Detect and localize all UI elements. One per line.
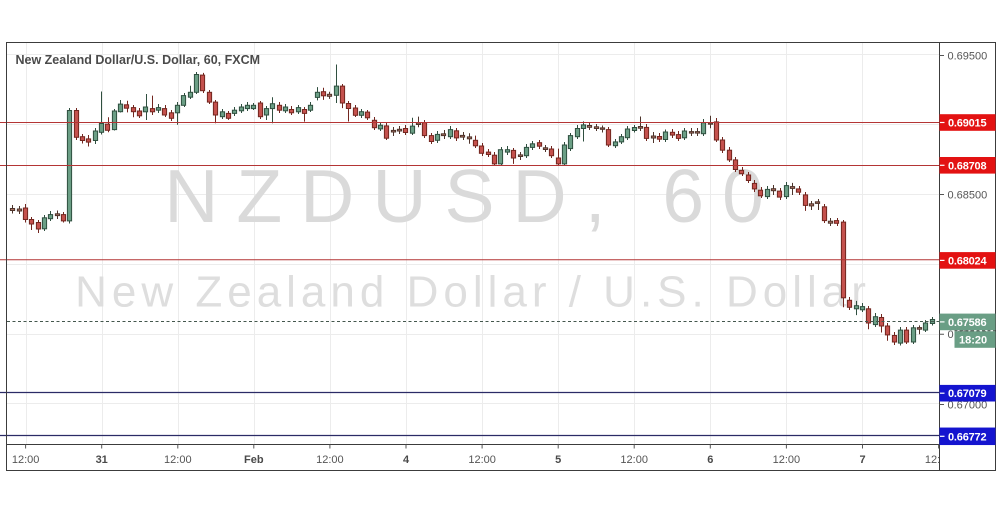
svg-text:0.67000: 0.67000 xyxy=(948,399,988,411)
svg-text:0.69015: 0.69015 xyxy=(948,118,986,130)
svg-text:6: 6 xyxy=(707,454,713,466)
svg-text:12:00: 12:00 xyxy=(620,454,648,466)
svg-text:Feb: Feb xyxy=(244,454,264,466)
svg-text:0.68708: 0.68708 xyxy=(948,160,986,172)
svg-text:New Zealand Dollar/U.S. Dollar: New Zealand Dollar/U.S. Dollar, 60, FXCM xyxy=(16,53,261,67)
svg-text:5: 5 xyxy=(555,454,561,466)
svg-text:12:00: 12:00 xyxy=(12,454,40,466)
svg-text:31: 31 xyxy=(96,454,108,466)
svg-text:NZDUSD, 60: NZDUSD, 60 xyxy=(164,154,782,238)
svg-text:0.66772: 0.66772 xyxy=(948,431,986,443)
svg-text:4: 4 xyxy=(403,454,410,466)
svg-text:12:00: 12:00 xyxy=(316,454,344,466)
svg-text:0.67586: 0.67586 xyxy=(948,317,986,329)
svg-text:12:00: 12:00 xyxy=(468,454,496,466)
svg-text:New Zealand Dollar / U.S. Doll: New Zealand Dollar / U.S. Dollar xyxy=(75,268,871,317)
svg-text:12:00: 12:00 xyxy=(164,454,192,466)
svg-text:18:20: 18:20 xyxy=(959,335,987,347)
svg-text:7: 7 xyxy=(859,454,865,466)
svg-text:0.68024: 0.68024 xyxy=(948,255,987,267)
svg-text:0.67079: 0.67079 xyxy=(948,388,986,400)
svg-text:12:00: 12:00 xyxy=(773,454,801,466)
svg-text:0.68500: 0.68500 xyxy=(948,189,988,201)
svg-text:0.69500: 0.69500 xyxy=(948,50,988,62)
svg-text:12:00: 12:00 xyxy=(925,454,953,466)
